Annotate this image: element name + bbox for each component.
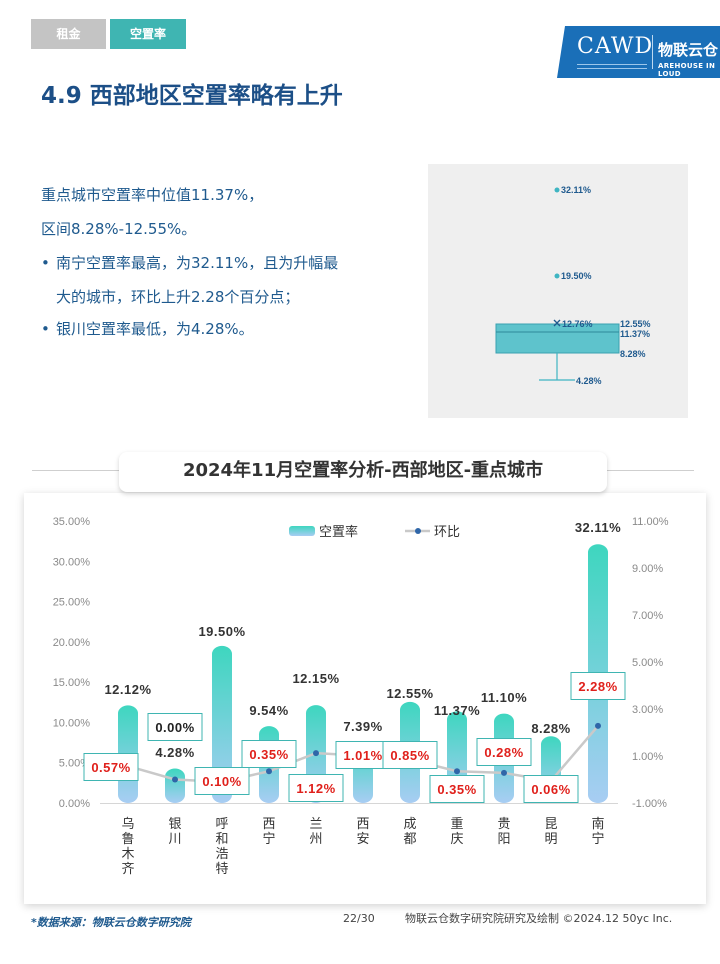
logo-brand-en: AREHOUSE IN LOUD [658,62,716,78]
boxplot-mean-label: 12.76% [562,319,593,329]
summary-bullet-1: • 南宁空置率最高，为32.11%，且为升幅最 [41,248,338,279]
boxplot-outlier-2-label: 19.50% [561,271,592,281]
bullet-1-line-2: 大的城市，环比上升2.28个百分点； [56,288,300,306]
tab-rent[interactable]: 租金 [31,19,106,49]
logo-underline [577,64,647,69]
boxplot-q3-label: 12.55% [620,319,651,329]
summary-line-1: 重点城市空置率中位值11.37%， [41,186,264,204]
logo-cawd-text: CAWD [577,34,654,59]
footer-credit: 物联云仓数字研究院研究及绘制 ©2024.12 50yc Inc. [405,912,673,925]
page-number: 22/30 [343,912,375,925]
boxplot-median-label: 11.37% [620,329,650,339]
boxplot-outlier-1 [554,187,560,193]
summary-bullet-2: • 银川空置率最低，为4.28%。 [41,314,254,345]
footer-source: *数据来源：物联云仓数字研究院 [31,916,191,929]
boxplot-min-label: 4.28% [576,376,602,386]
boxplot-box [495,323,620,354]
chart-card [24,493,706,904]
boxplot-outlier-1-label: 32.11% [561,185,591,195]
boxplot-q1-label: 8.28% [620,349,646,359]
bullet-dot: • [41,320,50,338]
cawd-logo: CAWD 物联云仓 AREHOUSE IN LOUD [557,26,720,78]
boxplot-mean-marker [553,319,561,327]
page-title: 4.9 西部地区空置率略有上升 [41,83,343,109]
bullet-1-line-1: 南宁空置率最高，为32.11%，且为升幅最 [56,254,339,272]
boxplot-svg: 32.11% 19.50% 12.76% 12.55% 11.37% 8.28%… [495,185,651,386]
tab-vacancy-rate[interactable]: 空置率 [110,19,186,49]
boxplot-outlier-2 [554,273,560,279]
logo-separator [652,35,653,69]
bullet-2-line-1: 银川空置率最低，为4.28%。 [56,320,254,338]
summary-line-2: 区间8.28%-12.55%。 [41,220,197,238]
logo-brand-cn: 物联云仓 [658,41,719,59]
bullet-dot: • [41,254,50,272]
boxplot-panel: 32.11% 19.50% 12.76% 12.55% 11.37% 8.28%… [428,164,688,418]
chart-title: 2024年11月空置率分析-西部地区-重点城市 [119,452,607,492]
